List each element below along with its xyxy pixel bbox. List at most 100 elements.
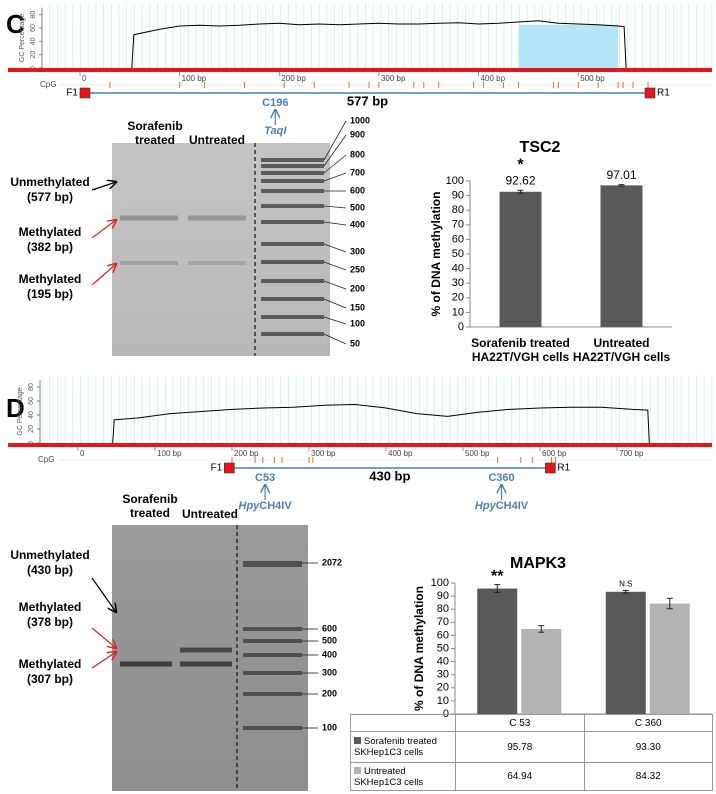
ladder-label: 50 (350, 338, 360, 348)
y-tick-label: 20 (437, 682, 449, 694)
gel-band (188, 215, 246, 221)
ladder-label: 800 (350, 149, 365, 159)
ladder-label: 600 (322, 623, 337, 633)
y-axis-label: GC Percentage (19, 14, 26, 62)
sequence-bar (8, 68, 712, 72)
ladder-label: 2072 (322, 557, 342, 567)
x-tick-label: 0 (80, 449, 85, 458)
y-tick-label: 80 (437, 603, 449, 615)
x-tick-label: 400 bp (481, 74, 506, 83)
ladder-leader (323, 205, 347, 209)
band-size: (378 bp) (27, 615, 73, 629)
x-tick-label: 400 bp (388, 449, 413, 458)
gel-band (188, 261, 246, 265)
enzyme-part: CH4IV (496, 500, 529, 512)
ladder-band (261, 332, 324, 336)
panel-label: D (6, 393, 25, 423)
ladder-leader (323, 261, 347, 271)
band-name: Unmethylated (10, 175, 89, 189)
y-tick-label: 40 (437, 656, 449, 668)
y-tick-label: 10 (452, 306, 464, 318)
ladder-leader (323, 172, 347, 182)
x-tick-label: Untreated (593, 336, 649, 350)
ladder-label: 500 (322, 635, 337, 645)
ladder-band (261, 164, 324, 168)
y-tick-label: 90 (452, 190, 464, 202)
ladder-leader (323, 154, 347, 174)
cpg-label: CpG (40, 80, 56, 89)
bar (649, 603, 690, 714)
band-arrow (91, 264, 116, 286)
ladder-label: 300 (350, 246, 365, 256)
ladder-label: 400 (322, 649, 337, 659)
enzyme-part: Hpy (475, 500, 497, 512)
gel-band (120, 261, 178, 265)
ladder-band (261, 158, 324, 162)
chart-title: MAPK3 (510, 555, 566, 572)
lane-label: treated (135, 133, 175, 147)
bar (499, 191, 542, 327)
legend-swatch (354, 737, 361, 744)
y-tick-label: 40 (452, 263, 464, 275)
ladder-band (243, 627, 302, 631)
y-tick-label: 50 (452, 248, 464, 260)
y-tick-label: 20 (30, 51, 37, 59)
y-tick-label: 90 (437, 590, 449, 602)
enzyme-label: HpyCH4IV (239, 500, 293, 512)
ladder-band (243, 653, 302, 657)
band-size: (382 bp) (27, 240, 73, 254)
band-size: (577 bp) (27, 190, 73, 204)
ladder-band (261, 260, 324, 264)
ladder-band (261, 171, 324, 175)
ladder-band (243, 561, 302, 567)
ladder-leader (323, 134, 347, 167)
gc-line (112, 403, 650, 444)
primer-label: F1 (211, 463, 223, 474)
y-axis-label: % of DNA methylation (429, 192, 443, 317)
gel-band (120, 661, 172, 667)
y-tick-label: 70 (437, 616, 449, 628)
ladder-band (261, 297, 324, 301)
ladder-label: 200 (350, 283, 365, 293)
gel-image (112, 525, 308, 791)
band-size: (307 bp) (27, 672, 73, 686)
legend-label: Untreated SKHep1C3 cells (354, 765, 424, 788)
ladder-band (261, 242, 324, 246)
primer (224, 462, 235, 474)
y-tick-label: 0 (443, 708, 449, 720)
amplicon-length: 430 bp (369, 468, 410, 483)
ladder-leader (323, 333, 347, 345)
ladder-band (243, 692, 302, 696)
y-tick-label: 60 (437, 629, 449, 641)
ladder-band (243, 639, 302, 643)
x-tick-label: HA22T/VGH cells (573, 350, 671, 364)
data-table: C 53 C 360 Sorafenib treated SKHep1C3 cell… (350, 714, 713, 791)
y-tick-label: 100 (446, 175, 464, 187)
site-label: C360 (488, 472, 514, 484)
gc-line (131, 20, 627, 69)
ladder-leader (323, 120, 347, 161)
y-tick-label: 80 (452, 204, 464, 216)
y-tick-label: 20 (452, 292, 464, 304)
significance-label: ** (491, 568, 504, 585)
y-tick-label: 10 (437, 695, 449, 707)
ladder-label: 200 (322, 688, 337, 698)
lane-label: Untreated (189, 133, 245, 147)
enzyme-label: TaqI (264, 125, 287, 137)
bar (477, 588, 518, 714)
primer-label: F1 (66, 88, 78, 99)
y-tick-label: 20 (28, 425, 35, 433)
ladder-leader (323, 221, 347, 226)
table-series-name: Sorafenib treated SKHep1C3 cells (350, 731, 456, 763)
primer (79, 87, 91, 99)
band-size: (430 bp) (27, 563, 73, 577)
y-tick-label: 40 (28, 411, 35, 419)
y-tick-label: 30 (452, 277, 464, 289)
y-tick-label: 0 (28, 441, 35, 445)
x-tick-label: 500 bp (580, 74, 605, 83)
x-tick-label: 300 bp (311, 449, 336, 458)
table-value: 84.32 (583, 762, 713, 791)
x-tick-label: Sorafenib treated (471, 336, 570, 350)
